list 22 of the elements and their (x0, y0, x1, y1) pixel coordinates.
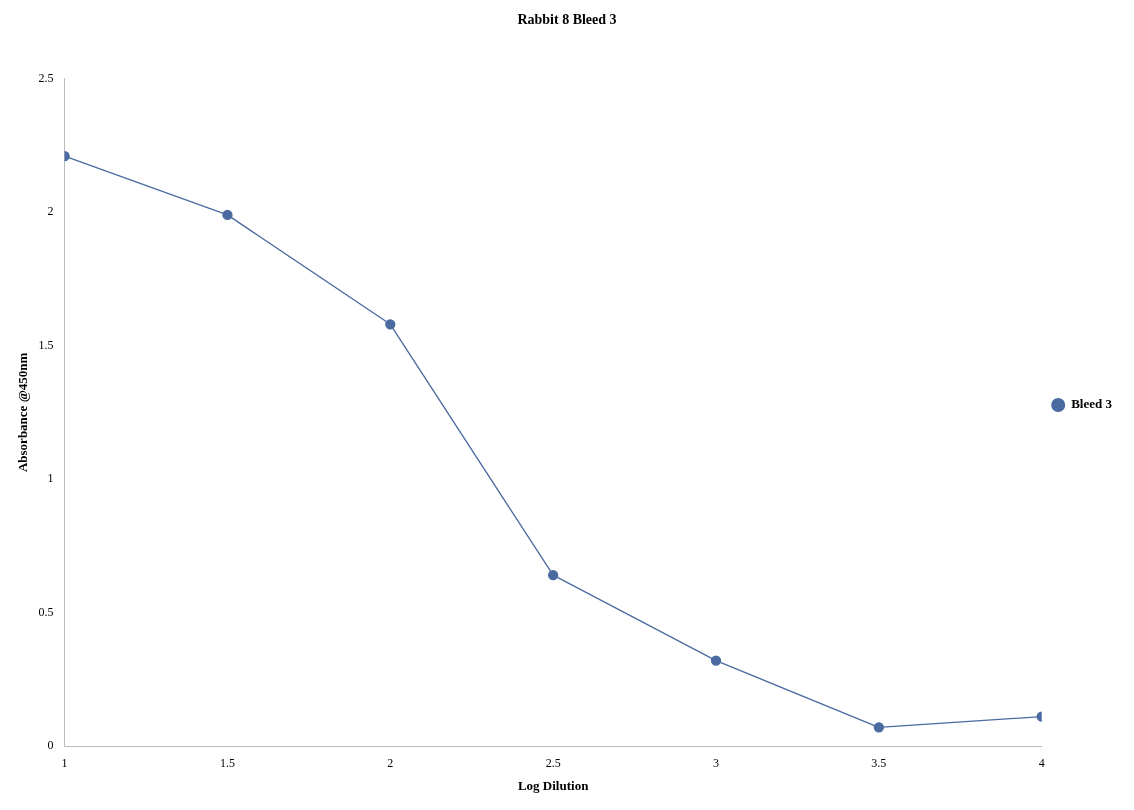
x-tick-label: 4 (1038, 756, 1045, 771)
y-axis-title: Absorbance @450nm (15, 352, 31, 473)
x-tick-label: 3 (713, 756, 719, 771)
point (385, 319, 396, 330)
point (873, 722, 884, 733)
x-tick-label: 1.5 (219, 756, 235, 771)
x-axis-title: Log Dilution (517, 777, 590, 793)
legend-label: Bleed 3 (1071, 396, 1113, 412)
x-tick-label: 2.5 (545, 756, 561, 771)
point (548, 570, 559, 581)
y-tick-label: 0 (47, 738, 54, 753)
point (222, 209, 233, 221)
y-tick-label: 0.5 (38, 604, 54, 619)
y-tick-label: 1 (47, 471, 54, 486)
point (710, 655, 722, 666)
y-tick-label: 2 (47, 204, 54, 219)
x-tick-label: 2 (387, 756, 394, 771)
x-tick-label: 3.5 (871, 756, 887, 771)
chart-title: Rabbit 8 Bleed 3 (517, 12, 617, 28)
y-tick-label: 1.5 (38, 337, 54, 352)
y-tick-label: 2.5 (38, 70, 54, 85)
x-tick-label: 1 (61, 756, 68, 771)
